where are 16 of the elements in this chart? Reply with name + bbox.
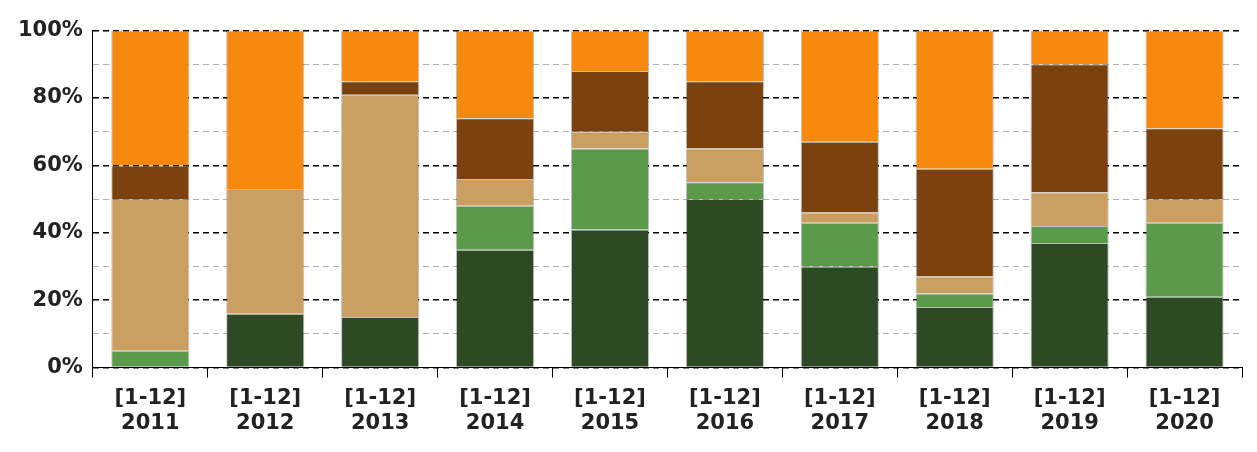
x-tick-label: [1-12] 2018	[918, 384, 991, 434]
x-tick-label: [1-12] 2013	[344, 384, 417, 434]
y-tick-label: 100%	[17, 17, 83, 42]
x-tick-label: [1-12] 2011	[114, 384, 187, 434]
x-tick-label: [1-12] 2012	[229, 384, 302, 434]
y-tick-label: 0%	[47, 354, 83, 379]
x-tick-label: [1-12] 2017	[803, 384, 876, 434]
x-tick-label: [1-12] 2016	[689, 384, 761, 434]
x-tick-label: [1-12] 2019	[1033, 384, 1106, 434]
x-tick-label: [1-12] 2014	[459, 384, 531, 434]
y-tick-label: 40%	[32, 219, 83, 244]
x-tick-label: [1-12] 2015	[574, 384, 646, 434]
y-tick-label: 20%	[32, 286, 83, 311]
x-tick-label: [1-12] 2020	[1148, 384, 1221, 434]
y-tick-label: 60%	[32, 151, 83, 176]
y-tick-label: 80%	[32, 84, 83, 109]
